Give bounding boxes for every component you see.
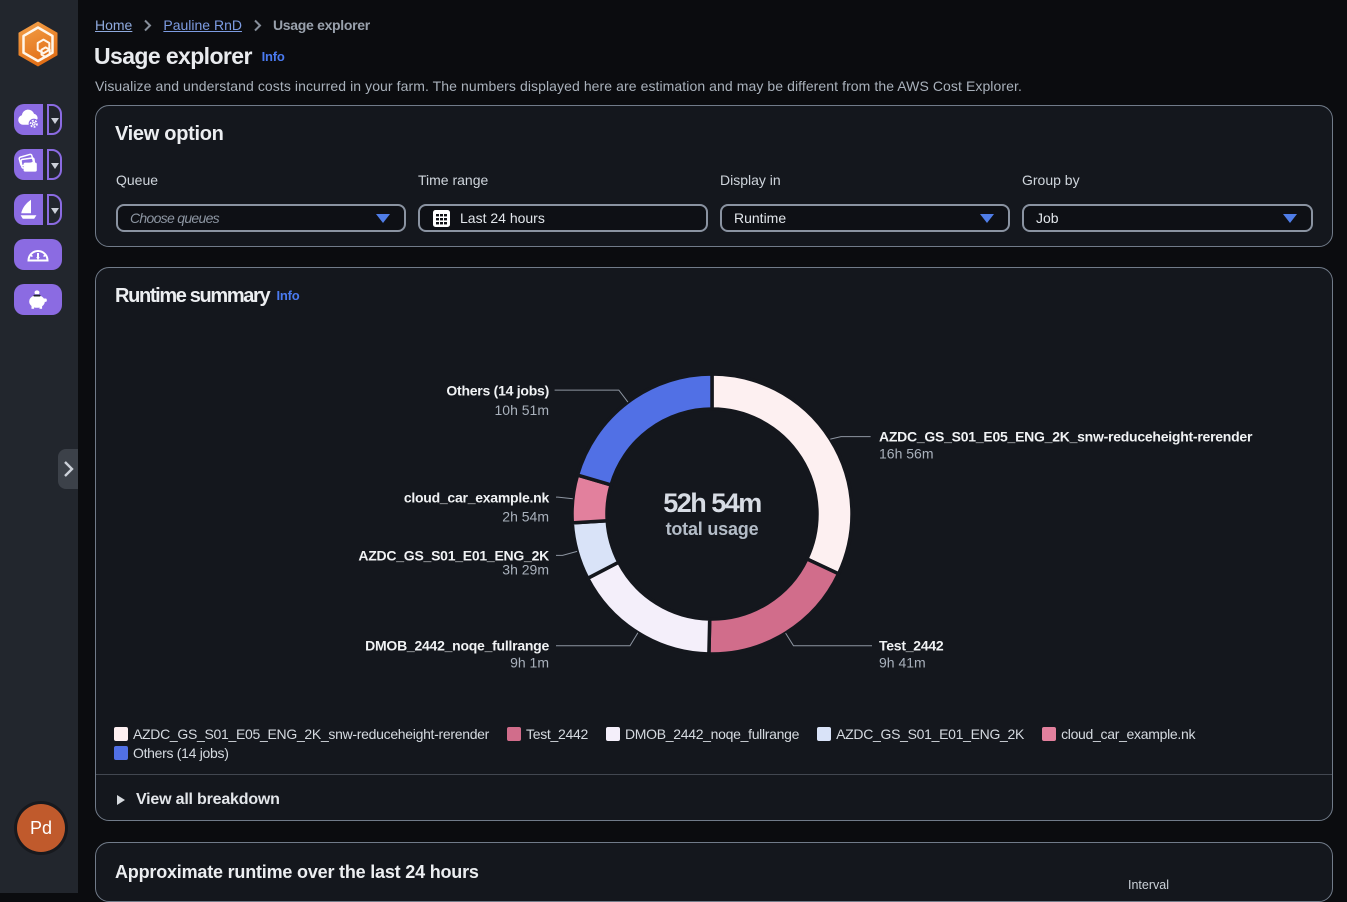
svg-text:9h 41m: 9h 41m (879, 655, 926, 671)
svg-text:10h 51m: 10h 51m (495, 402, 549, 418)
svg-text:AZDC_GS_S01_E05_ENG_2K_snw-red: AZDC_GS_S01_E05_ENG_2K_snw-reduceheight-… (879, 429, 1253, 445)
svg-text:AZDC_GS_S01_E01_ENG_2K: AZDC_GS_S01_E01_ENG_2K (358, 548, 549, 564)
svg-text:DMOB_2442_noqe_fullrange: DMOB_2442_noqe_fullrange (365, 638, 549, 654)
svg-text:Others (14 jobs): Others (14 jobs) (446, 383, 549, 399)
svg-text:3h 29m: 3h 29m (502, 562, 549, 578)
svg-text:9h 1m: 9h 1m (510, 655, 549, 671)
svg-text:cloud_car_example.nk: cloud_car_example.nk (404, 490, 550, 506)
svg-text:Test_2442: Test_2442 (879, 638, 944, 654)
svg-text:2h 54m: 2h 54m (502, 509, 549, 525)
svg-text:52h 54m: 52h 54m (663, 488, 761, 518)
svg-text:total usage: total usage (666, 519, 759, 539)
svg-text:16h 56m: 16h 56m (879, 446, 933, 462)
